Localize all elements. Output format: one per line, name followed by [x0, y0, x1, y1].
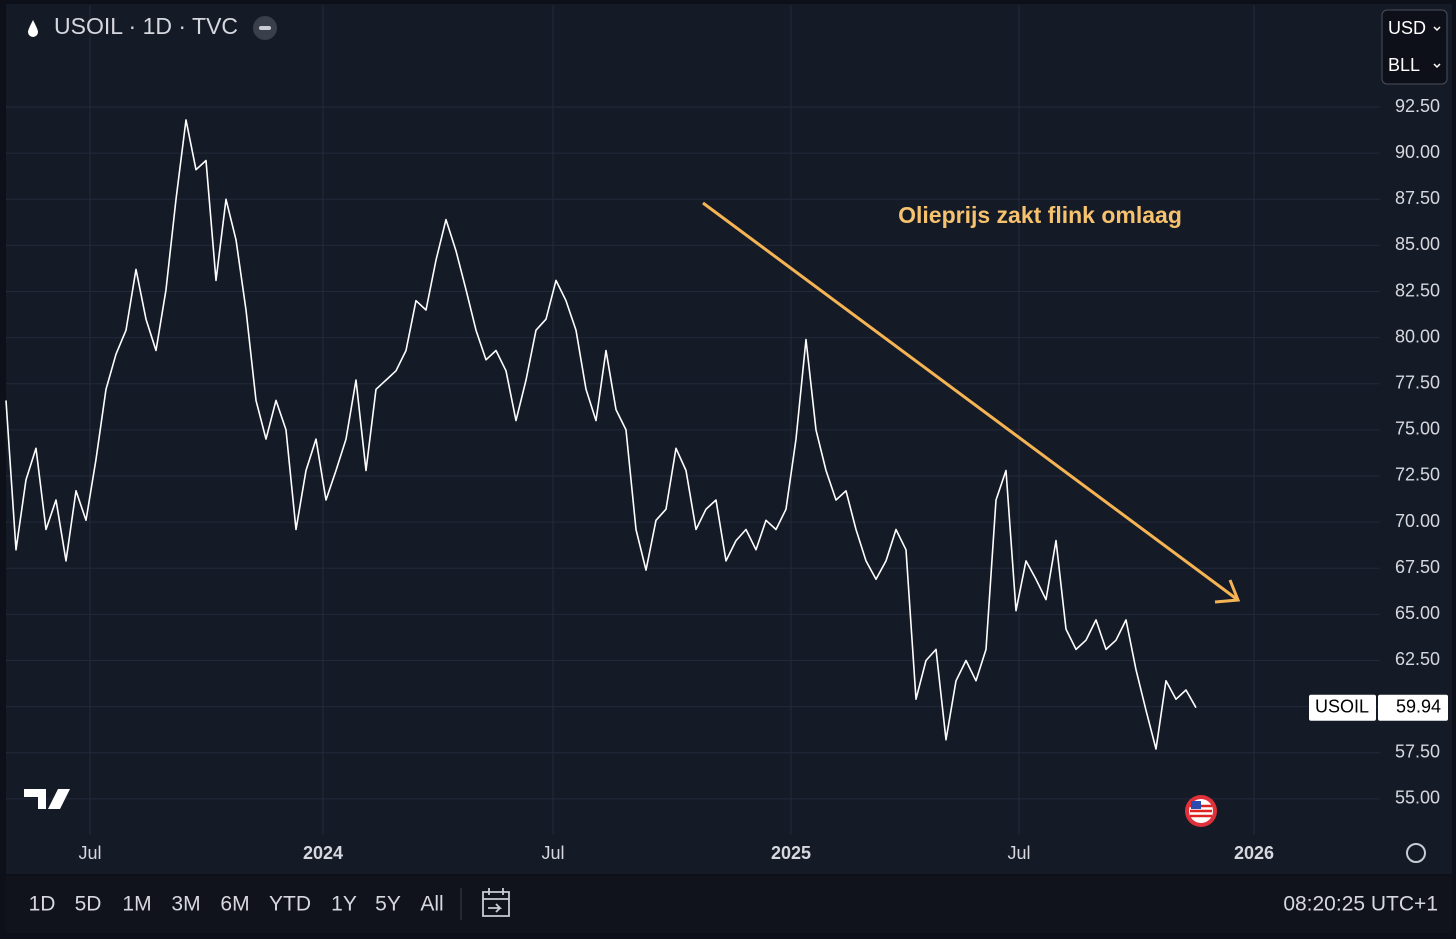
y-tick-label: 62.50	[1395, 649, 1440, 669]
range-button[interactable]: 6M	[220, 893, 249, 916]
toolbar	[6, 876, 1452, 933]
x-tick-label: Jul	[78, 843, 101, 863]
last-price-name: USOIL	[1315, 696, 1369, 716]
trend-arrow	[702, 201, 1239, 602]
y-tick-label: 80.00	[1395, 326, 1440, 346]
y-tick-label: 67.50	[1395, 557, 1440, 577]
last-price-box	[1378, 694, 1448, 721]
range-button[interactable]: 5Y	[375, 893, 401, 916]
settings-icon[interactable]	[1406, 843, 1426, 863]
annotation: Olieprijs zakt flink omlaag	[898, 202, 1182, 228]
y-tick-label: 85.00	[1395, 234, 1440, 254]
y-tick-label: 90.00	[1395, 142, 1440, 162]
flag-canton	[1191, 801, 1201, 809]
y-tick-label: 75.00	[1395, 419, 1440, 439]
last-price: 59.94	[1396, 696, 1441, 716]
y-tick-label: 55.00	[1395, 788, 1440, 808]
collapse-icon	[259, 26, 271, 30]
grid	[6, 5, 1380, 835]
last-price-name-box	[1309, 694, 1376, 721]
x-tick-label: 2024	[303, 843, 343, 863]
y-tick-label: 92.50	[1395, 96, 1440, 116]
price-line	[5, 119, 1197, 750]
y-tick-label: 70.00	[1395, 511, 1440, 531]
x-tick-label: 2026	[1234, 843, 1274, 863]
range-button[interactable]: YTD	[269, 893, 311, 916]
x-tick-label: Jul	[541, 843, 564, 863]
y-tick-label: 72.50	[1395, 465, 1440, 485]
range-button[interactable]: All	[420, 893, 443, 916]
clock: 08:20:25 UTC+1	[1283, 893, 1438, 916]
y-tick-label: 77.50	[1395, 372, 1440, 392]
x-tick-label: Jul	[1007, 843, 1030, 863]
chart-area	[6, 4, 1452, 874]
dropdown-icons	[1433, 26, 1441, 69]
range-button[interactable]: 5D	[75, 893, 102, 916]
x-tick-label: 2025	[771, 843, 811, 863]
oil-icon	[28, 20, 38, 37]
range-button[interactable]: 1D	[29, 893, 56, 916]
chart-title: USOIL · 1D · TVC	[54, 13, 238, 39]
goto-date-icon[interactable]	[482, 888, 510, 917]
currency[interactable]: USD	[1388, 18, 1426, 38]
unit[interactable]: BLL	[1388, 55, 1420, 75]
range-button[interactable]: 1Y	[331, 893, 357, 916]
arrow-head	[1214, 579, 1241, 604]
y-tick-label: 57.50	[1395, 741, 1440, 761]
y-tick-label: 65.00	[1395, 603, 1440, 623]
logo	[24, 789, 70, 809]
plot	[5, 119, 1197, 750]
range-button[interactable]: 3M	[171, 893, 200, 916]
unit-box[interactable]	[1381, 9, 1448, 85]
range-button[interactable]: 1M	[122, 893, 151, 916]
y-tick-label: 87.50	[1395, 188, 1440, 208]
y-tick-label: 82.50	[1395, 280, 1440, 300]
